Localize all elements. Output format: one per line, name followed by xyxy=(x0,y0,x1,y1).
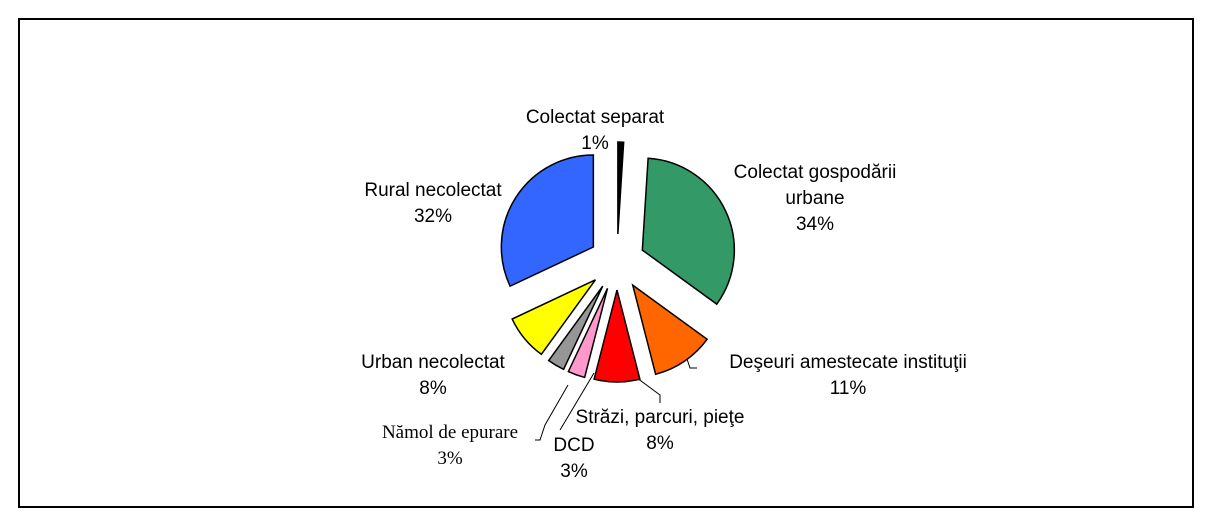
slice-label: Urban necolectat 8% xyxy=(313,350,553,402)
slice-value: 1% xyxy=(581,133,609,154)
leader-line xyxy=(535,384,569,441)
slice-value: 32% xyxy=(413,206,453,227)
slice-value: 8% xyxy=(646,433,674,454)
pie-slice xyxy=(567,288,609,379)
slice-name: Colectat separat xyxy=(525,107,665,128)
slice-name: Străzi, parcuri, pieţe xyxy=(575,407,745,428)
chart-frame xyxy=(18,18,1194,508)
pie-slice xyxy=(641,157,736,306)
pie-slice xyxy=(593,289,641,383)
slice-label: Străzi, parcuri, pieţe 8% xyxy=(540,405,780,457)
slice-label: Nămol de epurare 3% xyxy=(330,420,570,472)
slice-value: 3% xyxy=(560,461,588,482)
pie-slice xyxy=(617,141,625,235)
pie-slice xyxy=(511,279,597,356)
slice-label: Colectat gospodării urbane 34% xyxy=(705,160,925,238)
slice-label: Deşeuri amestecate instituţii 11% xyxy=(728,350,968,402)
pie-slice xyxy=(631,283,709,376)
pie-slice xyxy=(547,285,604,371)
leader-line xyxy=(559,372,595,431)
slice-value: 3% xyxy=(437,448,463,469)
slice-name: DCD xyxy=(553,435,595,456)
pie-slice xyxy=(500,154,595,288)
slice-name: Deşeuri amestecate instituţii xyxy=(729,352,967,373)
slice-label: DCD 3% xyxy=(454,433,694,485)
leader-lines xyxy=(535,349,697,441)
slice-name: Nămol de epurare xyxy=(381,422,519,443)
slice-value: 11% xyxy=(829,378,867,399)
slice-label: Rural necolectat 32% xyxy=(313,178,553,230)
slice-value: 34% xyxy=(795,214,835,235)
slice-name: Rural necolectat xyxy=(364,180,502,201)
leader-line xyxy=(632,374,661,403)
slice-label: Colectat separat 1% xyxy=(475,105,715,157)
slice-value: 8% xyxy=(419,378,447,399)
slice-name: Urban necolectat xyxy=(361,352,505,373)
slice-name: Colectat gospodării urbane xyxy=(733,162,897,209)
